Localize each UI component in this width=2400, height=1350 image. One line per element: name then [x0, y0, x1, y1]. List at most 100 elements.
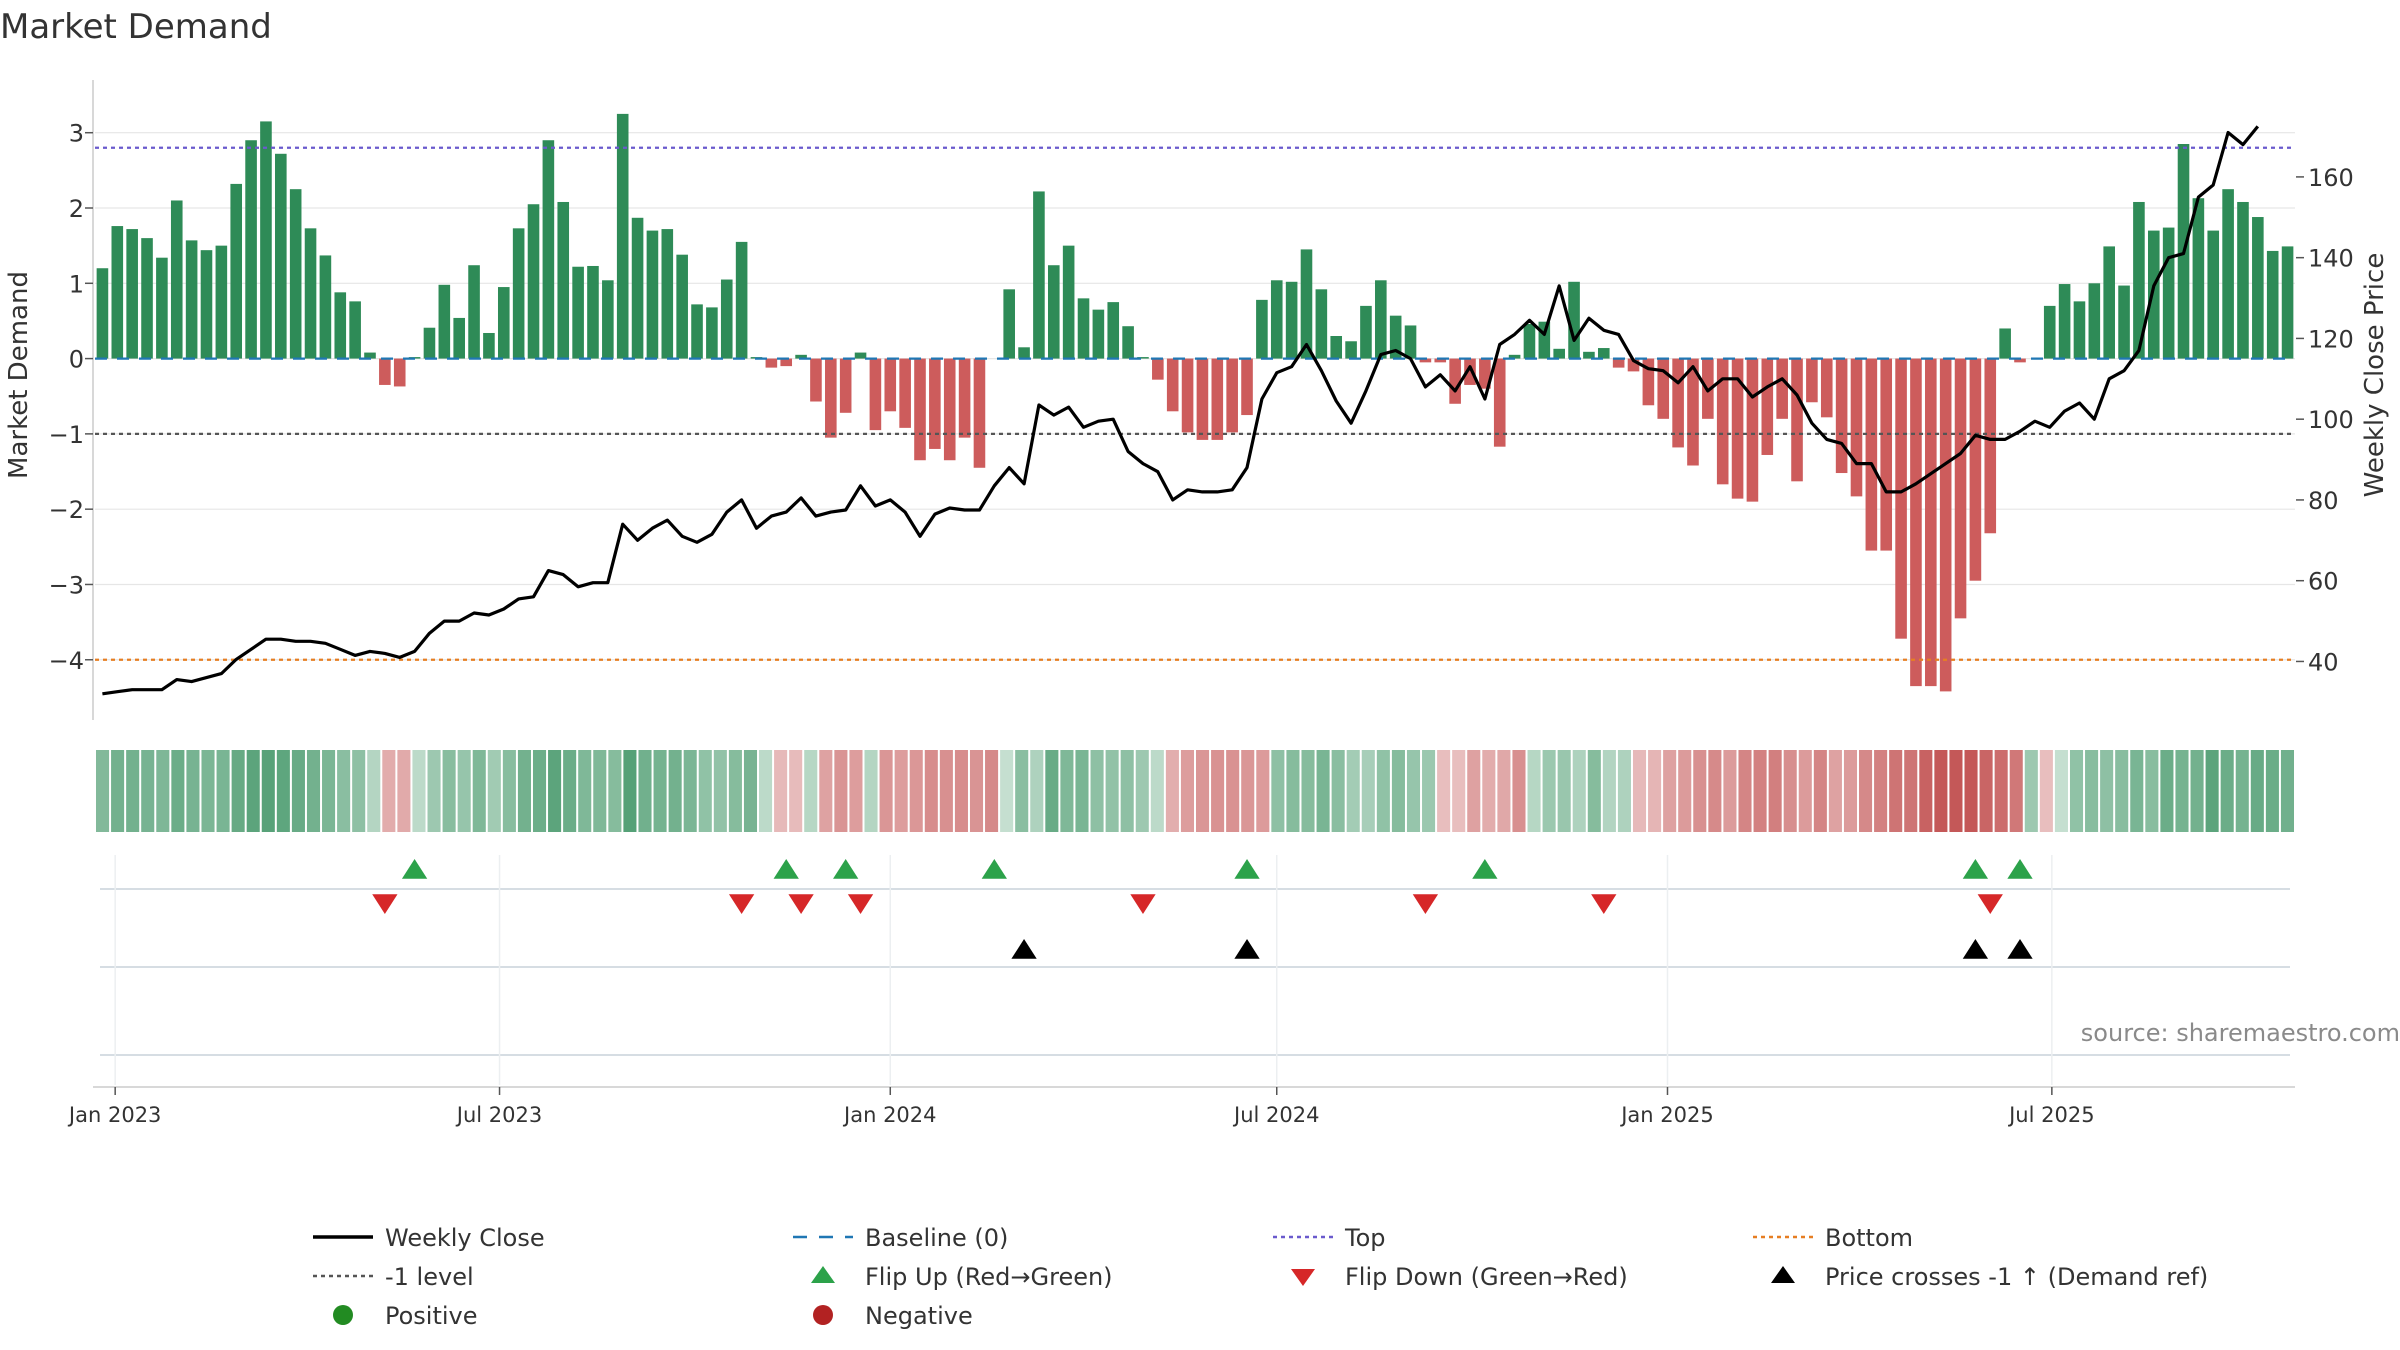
heatmap-cell: [1211, 750, 1225, 832]
demand-bar: [691, 304, 703, 359]
heatmap-cell: [608, 750, 622, 832]
demand-bar: [1835, 358, 1848, 474]
demand-bar: [1226, 358, 1238, 433]
demand-bar: [1003, 289, 1015, 359]
flip-up-marker: [1962, 859, 1989, 879]
heatmap-cell: [578, 750, 592, 832]
heatmap-cell: [1753, 750, 1767, 832]
heatmap-cell: [2250, 750, 2264, 832]
legend-swatch: [811, 1266, 835, 1283]
demand-bar: [379, 358, 391, 385]
heatmap-cell: [2024, 750, 2038, 832]
legend-item-positive: Positive: [333, 1302, 478, 1330]
demand-bar: [1419, 358, 1432, 363]
demand-bar: [2043, 305, 2056, 359]
heatmap-cell: [96, 750, 110, 832]
heatmap-cell: [924, 750, 938, 832]
heatmap-cell: [728, 750, 742, 832]
heatmap-cell: [156, 750, 170, 832]
heatmap-cell: [1768, 750, 1782, 832]
heatmap-cell: [126, 750, 140, 832]
demand-bar: [1077, 298, 1090, 359]
heatmap-cell: [442, 750, 456, 832]
demand-bar: [795, 354, 807, 359]
y2-tick-label: 80: [2308, 487, 2339, 515]
heatmap-cell: [1406, 750, 1421, 832]
legend-item-top: Top: [1273, 1224, 1386, 1252]
demand-bar: [527, 204, 540, 359]
y2-tick-label: 140: [2308, 245, 2354, 273]
demand-bar: [899, 358, 911, 428]
heatmap-cell: [1452, 750, 1466, 832]
demand-bar: [1033, 191, 1045, 359]
demand-bar: [1850, 358, 1863, 497]
legend-label: Flip Up (Red→Green): [865, 1263, 1113, 1291]
demand-heatmap-strip: [96, 750, 2294, 832]
flip-up-marker: [773, 859, 799, 879]
demand-bar: [1434, 358, 1447, 363]
y-tick-label: 2: [69, 195, 84, 223]
heatmap-cell: [2054, 750, 2068, 832]
demand-bar: [1568, 281, 1580, 359]
demand-bar: [1345, 341, 1357, 359]
heatmap-cell: [1030, 750, 1044, 832]
heatmap-cell: [1090, 750, 1104, 832]
demand-bar: [2118, 285, 2130, 359]
demand-bar: [1716, 358, 1729, 485]
demand-bar: [1731, 358, 1744, 499]
heatmap-cell: [1542, 750, 1556, 832]
heatmap-cell: [774, 750, 788, 832]
heatmap-cell: [2115, 750, 2129, 832]
main-panel: 3 2 1 0 −1 −2 −3 −4 160 140 120 100 80 60 40: [49, 80, 2354, 720]
heatmap-cell: [1527, 750, 1541, 832]
heatmap-cell: [201, 750, 215, 832]
demand-bar: [2073, 301, 2086, 359]
heatmap-cell: [337, 750, 351, 832]
demand-bar: [1137, 357, 1149, 359]
demand-bar: [1553, 348, 1565, 359]
heatmap-cell: [2145, 750, 2159, 832]
demand-bar: [230, 183, 243, 359]
demand-bar: [2088, 283, 2101, 359]
flip-down-marker: [1977, 894, 2003, 914]
cross-up-marker: [1011, 939, 1037, 959]
heatmap-cell: [1376, 750, 1390, 832]
demand-bar: [616, 113, 629, 359]
heatmap-cell: [1437, 750, 1451, 832]
legend-swatch: [813, 1305, 833, 1325]
flip-up-marker: [1472, 859, 1498, 879]
demand-bar: [1984, 358, 1997, 534]
legend-item-flip-up: Flip Up (Red→Green): [811, 1263, 1113, 1291]
x-tick-label: Jul 2025: [2007, 1103, 2094, 1127]
heatmap-cell: [1391, 750, 1405, 832]
demand-bar: [914, 358, 926, 461]
flip-down-marker: [372, 894, 398, 914]
x-tick-label: Jul 2023: [455, 1103, 542, 1127]
legend-swatch: [333, 1305, 353, 1325]
heatmap-cell: [879, 750, 893, 832]
demand-bar: [810, 358, 822, 402]
heatmap-cell: [985, 750, 999, 832]
demand-bar: [1523, 323, 1536, 359]
weekly-close-line: [102, 125, 2260, 696]
demand-bar: [2133, 201, 2145, 359]
heatmap-cell: [789, 750, 803, 832]
x-tick-label: Jan 2025: [1619, 1103, 1714, 1127]
demand-bar: [973, 358, 986, 468]
heatmap-cell: [2085, 750, 2099, 832]
heatmap-cell: [1859, 750, 1873, 832]
heatmap-cell: [141, 750, 155, 832]
demand-bar: [483, 332, 495, 359]
demand-bar: [1776, 358, 1788, 419]
demand-bar: [765, 358, 778, 368]
heatmap-cell: [1467, 750, 1481, 832]
heatmap-cell: [1813, 750, 1827, 832]
demand-bar: [1820, 358, 1833, 418]
demand-bar: [1538, 321, 1551, 359]
legend-label: Bottom: [1825, 1224, 1913, 1252]
demand-bar: [1939, 358, 1952, 692]
demand-bar: [1256, 299, 1268, 359]
heatmap-cell: [1678, 750, 1692, 832]
heatmap-cell: [1346, 750, 1360, 832]
